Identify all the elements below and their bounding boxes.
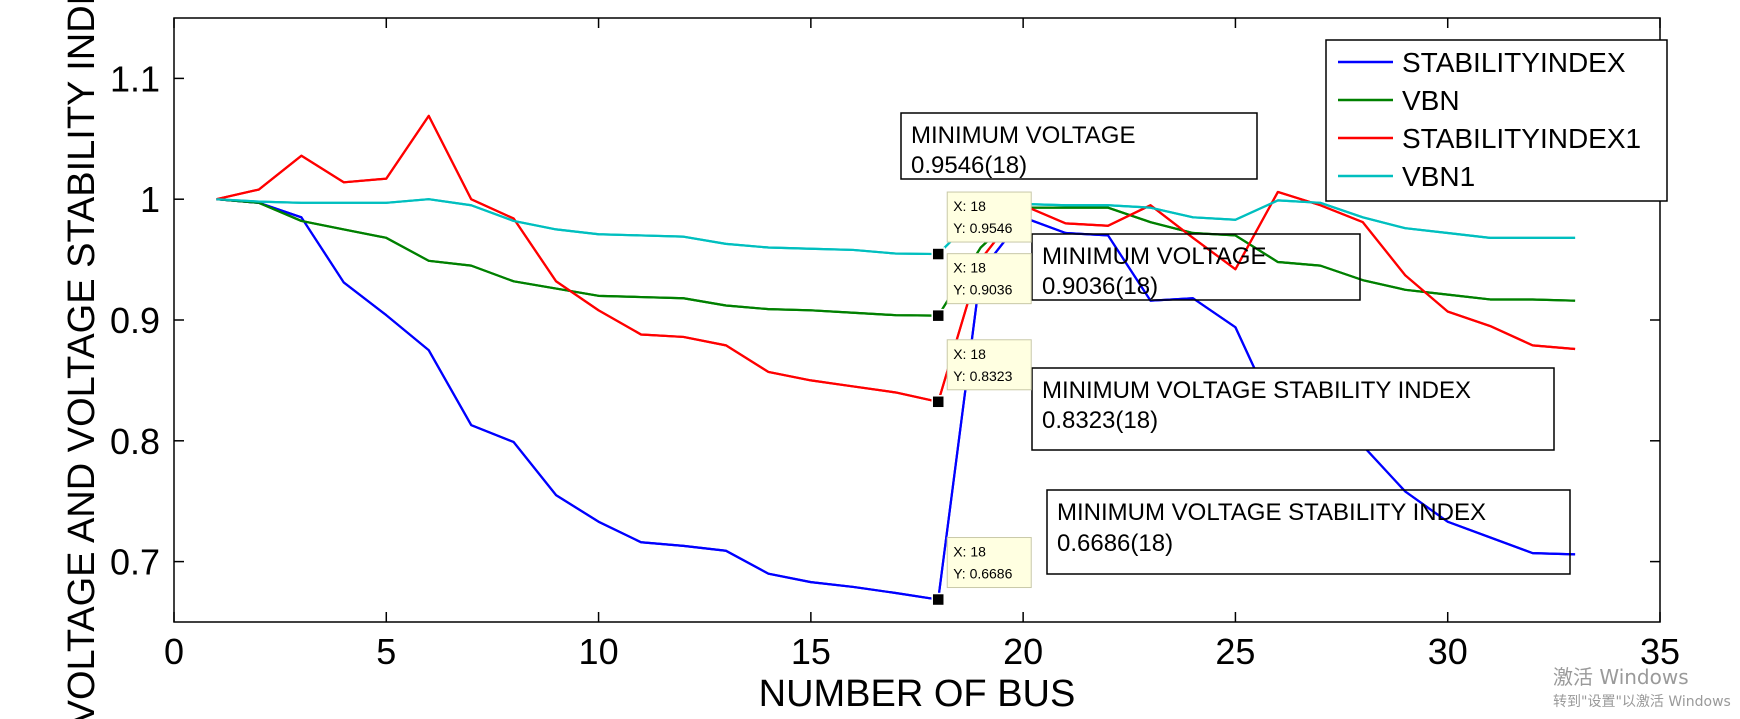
annotation-label: MINIMUM VOLTAGE [911,122,1135,149]
x-tick-label: 25 [1215,631,1255,672]
datatip-marker[interactable] [931,247,945,261]
datatip-box [946,253,1032,305]
annotation-value: 0.9036(18) [1042,273,1158,300]
legend-entries: STABILITYINDEX VBN STABILITYINDEX1 VBN1 [1338,47,1641,192]
annotation-min-voltage-2: MINIMUM VOLTAGE 0.9036(18) [1031,233,1361,301]
datatip-y: Y: 0.8323 [953,368,1012,384]
x-tick-label: 15 [791,631,831,672]
datatip-x: X: 18 [953,260,986,276]
tip-layer: X: 18 Y: 0.9546 X: 18 Y: 0.9036 X: 18 Y: 0.83… [931,191,1032,607]
y-tick-label: 0.7 [110,542,160,583]
annotation-value: 0.8323(18) [1042,407,1158,434]
legend: STABILITYINDEX VBN STABILITYINDEX1 VBN1 [1325,39,1668,202]
datatip[interactable]: X: 18 Y: 0.9546 [931,191,1032,261]
y-axis-title: VOLTAGE AND VOLTAGE STABILITY INDEX [61,0,103,719]
x-tick-label: 10 [579,631,619,672]
annotation-label: MINIMUM VOLTAGE [1042,243,1266,270]
datatip-marker[interactable] [931,395,945,409]
y-tick-label: 1.1 [110,58,160,99]
datatip-x: X: 18 [953,346,986,362]
annotation-label: MINIMUM VOLTAGE STABILITY INDEX [1057,499,1486,526]
legend-label: STABILITYINDEX1 [1402,123,1641,154]
x-tick-label: 0 [164,631,184,672]
datatip-y: Y: 0.6686 [953,566,1012,582]
datatip-x: X: 18 [953,198,986,214]
y-tick-label: 0.9 [110,300,160,341]
datatip-box [946,339,1032,391]
annotation-value: 0.9546(18) [911,152,1027,179]
x-tick-label: 35 [1640,631,1680,672]
legend-label: VBN [1402,85,1460,116]
datatip[interactable]: X: 18 Y: 0.8323 [931,339,1032,409]
series-line-overlay-vbn [216,198,1576,317]
watermark-title: 激活 Windows [1553,665,1689,689]
annotation-min-voltage-1: MINIMUM VOLTAGE 0.9546(18) [900,112,1258,180]
series-line-overlay-vbn1 [216,198,1576,256]
watermark-subtitle: 转到"设置"以激活 Windows [1553,693,1731,710]
x-tick-label: 30 [1428,631,1468,672]
datatip[interactable]: X: 18 Y: 0.6686 [931,537,1032,607]
datatip-x: X: 18 [953,544,986,560]
datatip-marker[interactable] [931,308,945,323]
datatip[interactable]: X: 18 Y: 0.9036 [931,253,1032,323]
x-tick-label: 20 [1003,631,1043,672]
tick-layer: 0 5 10 15 20 25 30 35 0.7 0.8 0.9 1 1.1 [110,18,1680,672]
datatip-box [946,191,1032,243]
datatip-box [946,537,1032,589]
datatip-y: Y: 0.9036 [953,282,1012,298]
y-tick-label: 1 [140,179,160,220]
annotation-value: 0.6686(18) [1057,530,1173,557]
y-tick-label: 0.8 [110,421,160,462]
legend-label: VBN1 [1402,161,1475,192]
series-line-overlay-stabilityindex1 [216,114,1576,403]
annotation-min-vsi-1: MINIMUM VOLTAGE STABILITY INDEX 0.8323(1… [1031,367,1555,451]
datatip-marker[interactable] [931,592,945,607]
annotation-min-vsi-2: MINIMUM VOLTAGE STABILITY INDEX 0.6686(1… [1046,489,1571,575]
datatip-y: Y: 0.9546 [953,220,1012,236]
x-tick-label: 5 [376,631,396,672]
annotation-label: MINIMUM VOLTAGE STABILITY INDEX [1042,377,1471,404]
legend-label: STABILITYINDEX [1402,47,1626,78]
x-axis-title: NUMBER OF BUS [759,673,1076,715]
